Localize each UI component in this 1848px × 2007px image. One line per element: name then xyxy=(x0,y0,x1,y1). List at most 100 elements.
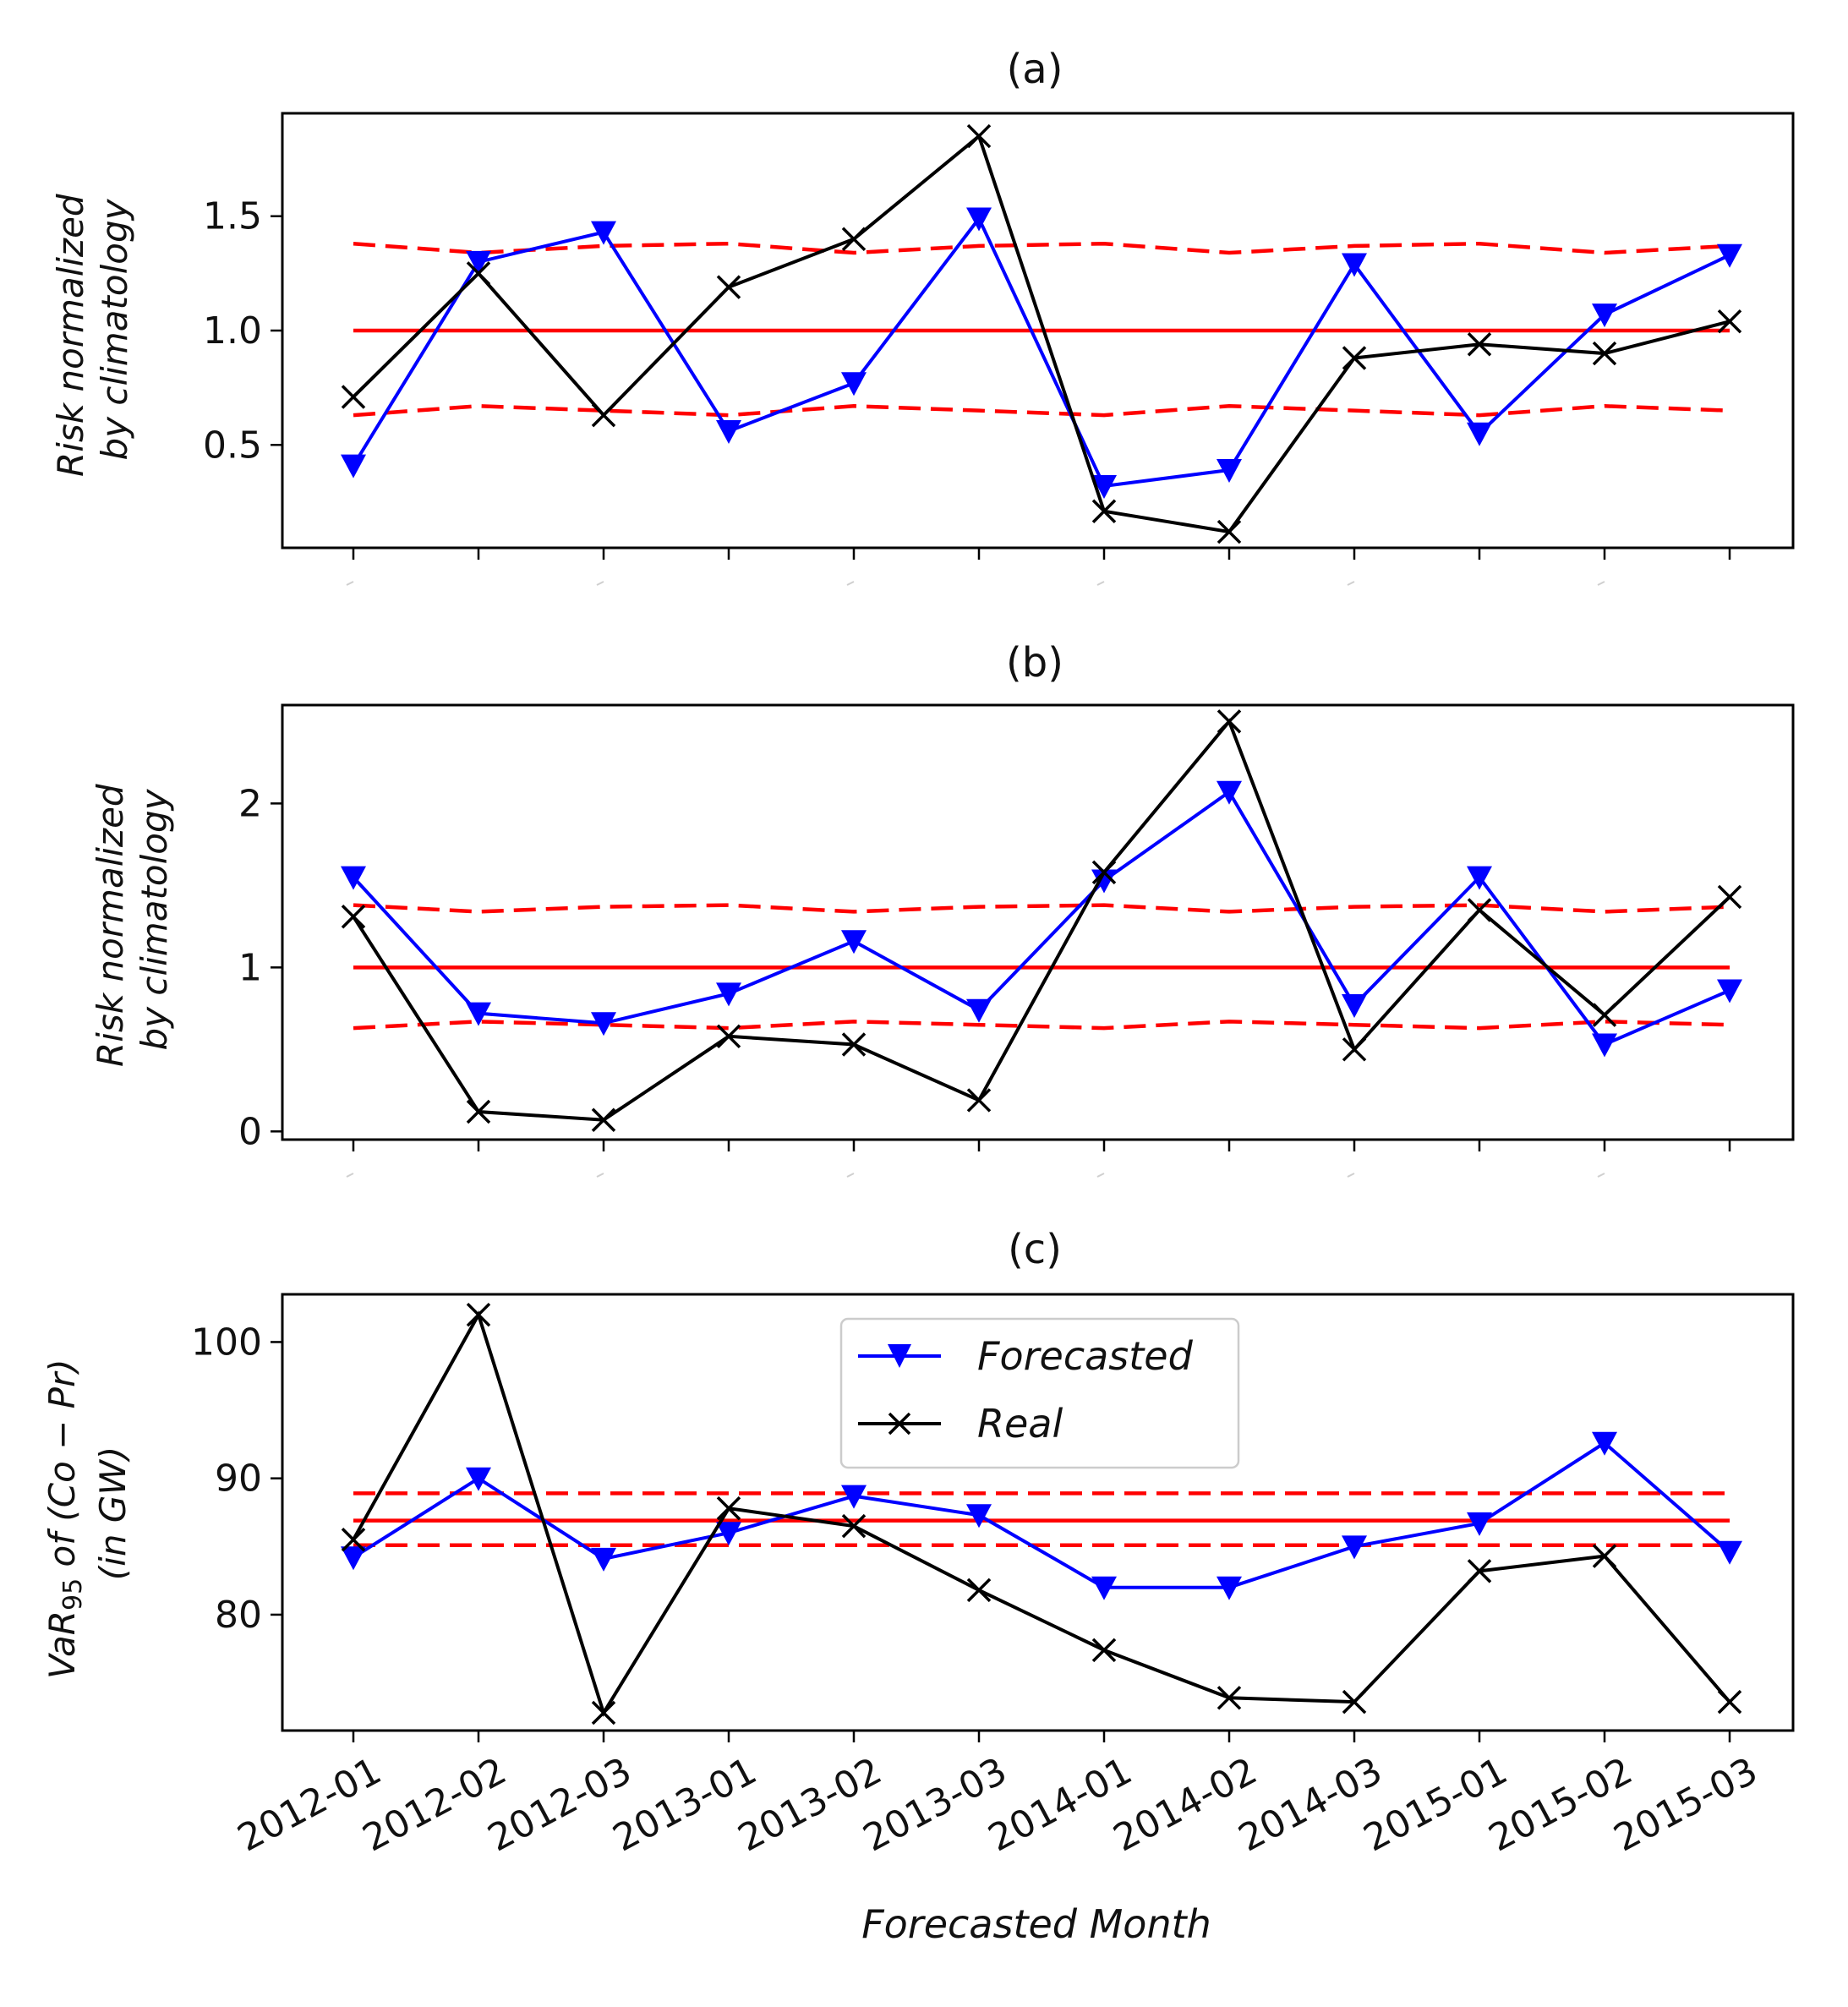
x-tick-label: 2012-01 xyxy=(231,1749,388,1860)
panel-a-yticks: 0.5 1.0 1.5 xyxy=(203,195,282,467)
forecasted-point xyxy=(1342,993,1367,1018)
real-point xyxy=(841,227,867,252)
panel-c-frame xyxy=(281,1293,1795,1732)
series-line-forecasted xyxy=(352,789,1730,1047)
panel-a-ylabel: Risk normalized by climatology xyxy=(50,183,135,477)
forecasted-point xyxy=(1717,979,1742,1004)
forecasted-point xyxy=(1217,1576,1242,1600)
forecasted-point xyxy=(841,1485,867,1509)
real-point xyxy=(1717,884,1742,910)
x-tick-label: 2014-01 xyxy=(981,1749,1139,1860)
y-tick-label: 90 xyxy=(215,1457,262,1501)
panel-a-ylabel-line2: by climatology xyxy=(94,198,135,460)
hidden-tick-label-remnant xyxy=(1597,581,1605,586)
real-point xyxy=(1467,331,1492,357)
real-point xyxy=(1467,1559,1492,1583)
forecasted-point xyxy=(716,982,741,1007)
real-point xyxy=(1342,1037,1367,1062)
x-tick-label: 2013-02 xyxy=(731,1749,888,1860)
forecasted-point xyxy=(341,454,366,479)
series-line-forecasted xyxy=(352,215,1730,489)
real-point xyxy=(841,1032,867,1057)
panel-c-series xyxy=(341,1302,1742,1725)
x-tick-label: 2012-02 xyxy=(356,1749,513,1860)
y-tick-label: 1.5 xyxy=(203,195,262,238)
forecasted-point xyxy=(466,250,491,275)
real-point xyxy=(1217,519,1242,544)
forecasted-point xyxy=(1342,253,1367,277)
panel-b: (b) Risk normalized by climatology 0 1 2 xyxy=(90,639,1795,1178)
reference-line-upper xyxy=(353,903,1730,914)
reference-line-lower xyxy=(353,1020,1730,1031)
panel-b-ylabel-line1: Risk normalized xyxy=(90,784,131,1067)
real-point xyxy=(591,1700,616,1725)
panel-b-ylabel-line2: by climatology xyxy=(134,788,175,1050)
real-point xyxy=(716,275,741,299)
forecasted-point xyxy=(1342,1535,1367,1560)
panel-b-ylabel: Risk normalized by climatology xyxy=(90,773,175,1067)
forecasted-point xyxy=(1467,422,1492,446)
real-point xyxy=(1091,1638,1117,1663)
x-tick-label: 2013-03 xyxy=(856,1749,1014,1860)
forecasted-point xyxy=(1592,304,1617,328)
panel-a-title: (a) xyxy=(1007,46,1063,93)
x-tick-label: 2014-02 xyxy=(1107,1749,1264,1860)
hidden-tick-label-remnant xyxy=(1096,1173,1105,1178)
forecasted-point xyxy=(1592,1033,1617,1058)
real-point xyxy=(1717,1689,1742,1714)
y-tick-label: 1 xyxy=(238,946,262,989)
panel-a-reflines xyxy=(353,241,1730,418)
panel-c: (c) VaR95 of (Co − Pr) (in GW) 80 90 100 F… xyxy=(41,1226,1795,1742)
forecasted-point xyxy=(716,1522,741,1546)
panel-b-reflines xyxy=(353,903,1730,1031)
hidden-tick-label-remnant xyxy=(1096,581,1105,586)
forecasted-point xyxy=(1217,780,1242,805)
y-tick-label: 1.0 xyxy=(203,309,262,353)
reference-line-upper xyxy=(353,241,1730,255)
x-tick-label: 2015-01 xyxy=(1357,1749,1514,1860)
real-point xyxy=(966,1578,992,1603)
forecasted-point xyxy=(466,1467,491,1491)
forecasted-point xyxy=(591,221,616,245)
panel-c-xticks xyxy=(352,1731,1731,1742)
real-point xyxy=(466,261,491,286)
forecasted-point xyxy=(716,420,741,445)
panel-c-ylabel-line2: (in GW) xyxy=(92,1446,134,1580)
forecasted-point xyxy=(966,1504,992,1528)
legend-real-label: Real xyxy=(977,1401,1063,1446)
legend-real-marker xyxy=(888,1412,911,1436)
real-point xyxy=(1592,1544,1617,1568)
real-point xyxy=(1217,709,1242,734)
real-point xyxy=(1717,309,1742,334)
forecasted-point xyxy=(841,372,867,396)
hidden-tick-label-remnant xyxy=(346,1173,354,1178)
panel-c-ylabel-var: VaR xyxy=(41,1611,83,1679)
forecasted-point xyxy=(1091,1576,1117,1600)
real-point xyxy=(1592,1003,1617,1027)
panel-a-ylabel-line1: Risk normalized xyxy=(50,194,91,477)
real-point xyxy=(1467,898,1492,922)
panel-b-xticks xyxy=(346,1140,1731,1178)
real-point xyxy=(341,385,366,409)
real-point xyxy=(966,123,992,149)
hidden-tick-label-remnant xyxy=(346,581,354,586)
panel-b-title: (b) xyxy=(1006,639,1063,686)
panel-a-frame xyxy=(281,112,1795,550)
series-line-real xyxy=(352,718,1731,1122)
forecasted-point xyxy=(341,1546,366,1571)
x-tick-label: 2015-02 xyxy=(1482,1749,1639,1860)
x-tick-label: 2013-01 xyxy=(606,1749,763,1860)
panel-c-ylabel-sub: 95 xyxy=(58,1578,88,1611)
x-tick-label: 2014-03 xyxy=(1232,1749,1389,1860)
panel-b-frame xyxy=(281,703,1795,1141)
panel-b-series xyxy=(341,709,1742,1132)
forecasted-point xyxy=(591,1547,616,1572)
real-point xyxy=(1091,860,1117,885)
real-point xyxy=(466,1099,491,1124)
series-line-real xyxy=(352,133,1730,534)
hidden-tick-label-remnant xyxy=(846,1173,855,1178)
forecasted-point xyxy=(1091,869,1117,894)
real-point xyxy=(1342,346,1367,370)
panel-a: (a) Risk normalized by climatology 0.5 1.… xyxy=(50,46,1795,586)
panel-c-ylabel: VaR95 of (Co − Pr) (in GW) xyxy=(41,1348,134,1679)
